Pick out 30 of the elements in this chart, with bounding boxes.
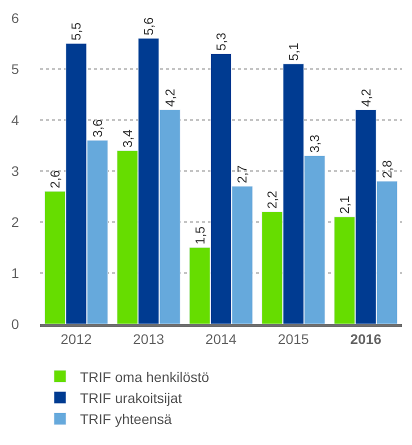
x-tick-label: 2015	[278, 330, 310, 347]
data-label: 2,6	[47, 170, 62, 188]
x-tick-label: 2016	[350, 330, 382, 347]
legend-label: TRIF oma henkilöstö	[80, 368, 210, 385]
data-label: 5,3	[214, 32, 228, 51]
x-tick-label: 2014	[205, 330, 237, 347]
data-label: 5,1	[286, 42, 301, 61]
data-label: 2,1	[337, 196, 352, 214]
data-label: 2,7	[234, 165, 250, 184]
data-label: 2,2	[264, 190, 280, 209]
y-tick-label: 5	[11, 60, 20, 77]
data-label: 3,3	[307, 134, 322, 153]
data-label: 3,6	[90, 119, 105, 138]
data-label: 2,8	[380, 160, 395, 178]
data-label: 5,5	[68, 22, 84, 40]
y-tick-label: 6	[11, 10, 20, 26]
x-tick-label: 2012	[60, 330, 92, 347]
y-tick-label: 4	[11, 112, 20, 128]
legend-label: TRIF yhteensä	[80, 411, 172, 428]
y-tick-label: 2	[11, 214, 20, 230]
x-tick-label: 2013	[133, 330, 164, 347]
y-tick-label: 3	[11, 162, 20, 179]
data-label: 1,5	[192, 226, 208, 244]
data-label: 4,2	[358, 88, 374, 107]
data-label: 4,2	[162, 88, 178, 107]
legend-label: TRIF urakoitsijat	[80, 390, 182, 406]
data-label: 3,4	[120, 130, 135, 148]
data-label: 5,6	[141, 17, 156, 36]
y-tick-label: 1	[11, 264, 20, 281]
y-tick-label: 0	[11, 316, 20, 332]
